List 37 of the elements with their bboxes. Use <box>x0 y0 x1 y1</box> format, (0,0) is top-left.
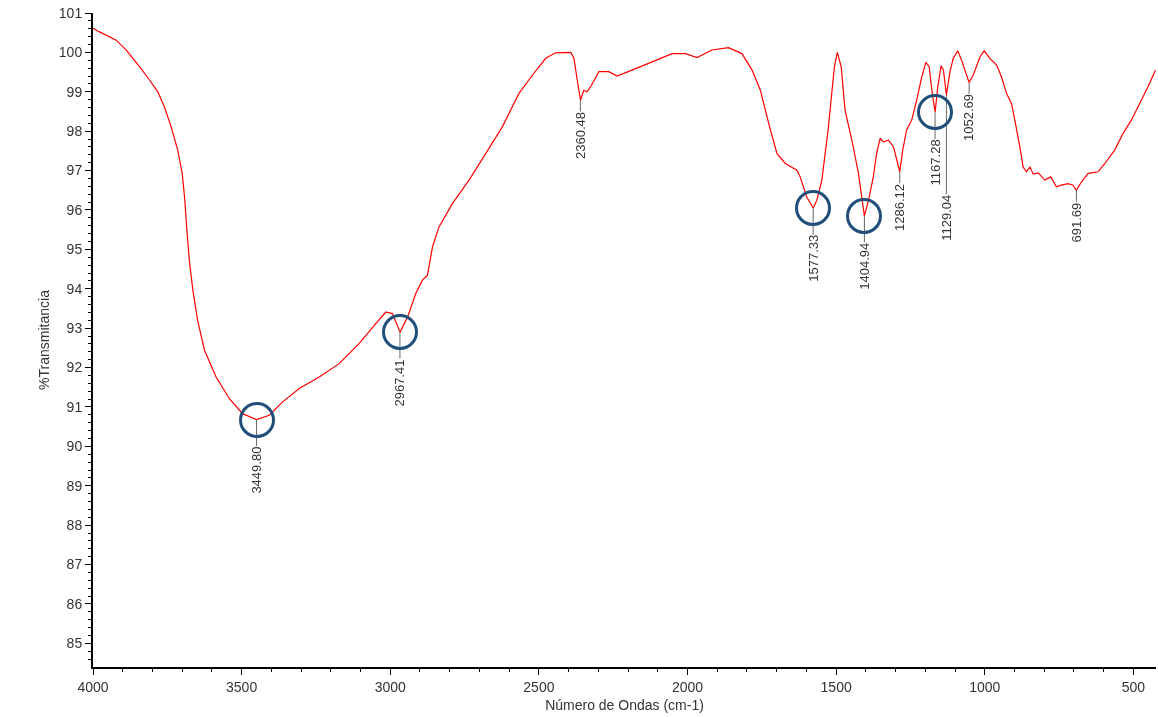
y-tick-label: 86 <box>66 595 83 612</box>
x-tick-label: 3500 <box>226 678 258 695</box>
annotation: 2967.41 <box>392 359 408 407</box>
annotation: 1404.94 <box>857 242 873 290</box>
y-tick-label: 98 <box>66 123 83 140</box>
y-axis-title: %Transmitancia <box>35 289 52 390</box>
y-tick-label: 87 <box>66 556 83 573</box>
x-tick-label: 1000 <box>969 678 1001 695</box>
x-axis-title: Número de Ondas (cm-1) <box>545 696 704 713</box>
y-tick-label: 90 <box>66 438 83 455</box>
annotation: 1052.69 <box>961 93 977 141</box>
y-tick-label: 101 <box>58 4 83 21</box>
x-tick-label: 500 <box>1121 678 1146 695</box>
y-tick-label: 93 <box>66 320 83 337</box>
y-tick-label: 95 <box>66 241 83 258</box>
y-tick-label: 94 <box>66 280 83 297</box>
x-tick-label: 1500 <box>820 678 852 695</box>
annotation: 691.69 <box>1069 202 1085 243</box>
y-tick-label: 88 <box>66 517 83 534</box>
y-tick-label: 85 <box>66 635 83 652</box>
annotation: 1577.33 <box>805 234 821 282</box>
x-tick-label: 2000 <box>671 678 704 695</box>
y-tick-label: 96 <box>66 201 83 218</box>
y-tick-label: 97 <box>66 162 83 179</box>
y-tick-label: 92 <box>66 359 83 376</box>
x-tick-label: 3000 <box>374 678 407 695</box>
y-tick-label: 100 <box>58 44 83 61</box>
y-tick-label: 99 <box>66 83 83 100</box>
x-tick-label: 2500 <box>523 678 555 695</box>
y-tick-label: 91 <box>66 398 83 415</box>
annotation: 3449.80 <box>249 446 265 494</box>
y-tick-label: 89 <box>66 477 83 494</box>
x-tick-label: 4000 <box>77 678 109 695</box>
annotation: 1129.04 <box>938 194 954 241</box>
annotation: 1167.28 <box>927 139 943 186</box>
annotation: 1286.12 <box>892 183 908 231</box>
annotation: 2360.48 <box>572 111 588 159</box>
